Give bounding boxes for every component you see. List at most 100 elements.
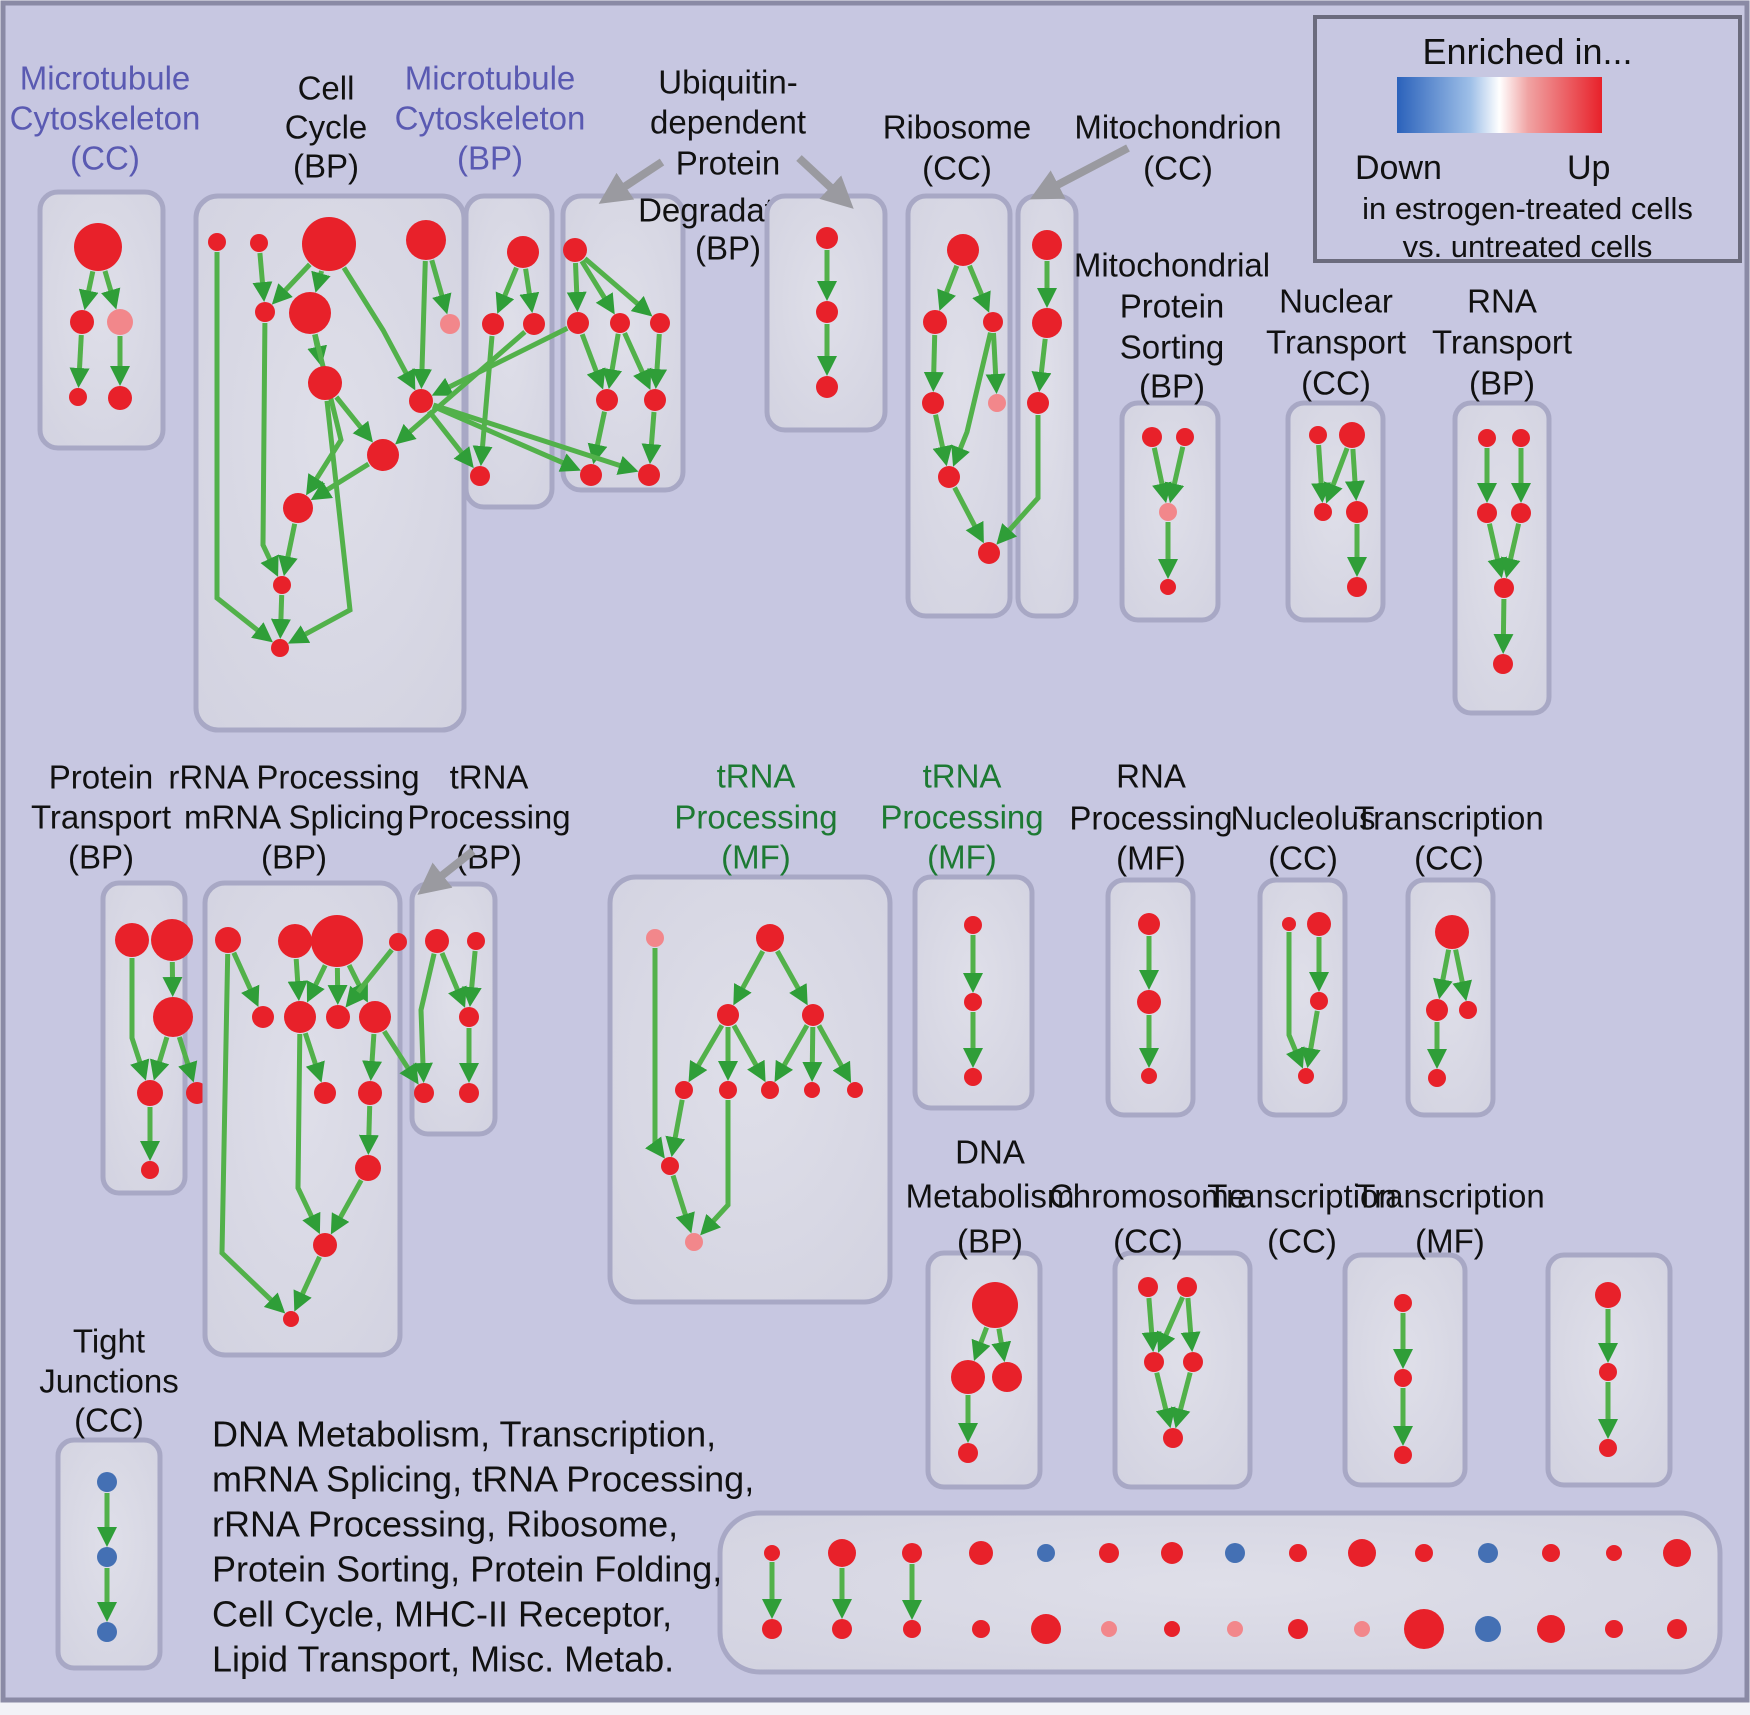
- node: [1459, 1001, 1477, 1019]
- node: [1404, 1609, 1444, 1649]
- cluster-label-dna-metabolism-bp-line2: (BP): [957, 1223, 1023, 1260]
- node: [252, 1006, 274, 1028]
- node: [761, 1081, 779, 1099]
- edge-arrow: [579, 259, 615, 315]
- node: [1159, 503, 1177, 521]
- node: [685, 1233, 703, 1251]
- edge-arrow: [731, 1024, 766, 1083]
- cluster-label-trna-processing-mf-large-line1: Processing: [674, 799, 837, 836]
- node: [1494, 578, 1514, 598]
- cluster-label-ubiquitin-degradation-bp-a-line2: Protein: [676, 145, 781, 182]
- node: [1477, 503, 1497, 523]
- node: [1101, 1621, 1117, 1637]
- node: [1307, 912, 1331, 936]
- edge-arrow: [641, 411, 662, 465]
- node: [964, 916, 982, 934]
- edge-arrow: [1180, 1297, 1201, 1353]
- edge-arrow: [412, 953, 437, 1083]
- node: [1537, 1615, 1565, 1643]
- node: [74, 223, 122, 271]
- node: [1348, 1539, 1376, 1567]
- edge-arrow: [1452, 949, 1472, 1002]
- edge-arrow: [345, 948, 394, 1008]
- cluster-label-mitochondrial-protein-sorting-bp-line2: Sorting: [1120, 329, 1225, 366]
- cluster-label-cell-cycle-bp-line0: Cell: [298, 70, 355, 107]
- edge-arrow: [1164, 446, 1186, 504]
- node: [646, 929, 664, 947]
- edge-arrow: [310, 461, 370, 501]
- node: [1605, 1620, 1623, 1638]
- edge-arrow: [78, 270, 99, 311]
- node: [964, 1068, 982, 1086]
- node: [832, 1619, 852, 1639]
- cluster-label-nuclear-transport-cc-line0: Nuclear: [1279, 283, 1393, 320]
- edge-arrow: [295, 1033, 321, 1235]
- node: [1512, 429, 1530, 447]
- node: [523, 313, 545, 335]
- edge-arrow: [311, 270, 331, 293]
- node: [1542, 1544, 1560, 1562]
- edge-arrow: [358, 1105, 379, 1155]
- node: [1282, 917, 1296, 931]
- node: [938, 466, 960, 488]
- node: [719, 1081, 737, 1099]
- cluster-transcription-cc-bottom: Transcription (CC): [1207, 1178, 1468, 1488]
- node: [1347, 577, 1367, 597]
- node: [389, 933, 407, 951]
- node: [1160, 579, 1176, 595]
- node: [308, 366, 342, 400]
- cluster-transcription-mf: Transcription (MF): [1355, 1178, 1673, 1488]
- edge-arrow: [330, 1178, 364, 1235]
- edge-arrow: [260, 322, 279, 577]
- edge-arrow: [302, 1032, 325, 1083]
- node: [1478, 1543, 1498, 1563]
- node: [972, 1282, 1018, 1328]
- edge-arrow: [129, 958, 150, 1081]
- node: [1346, 501, 1368, 523]
- cluster-label-dna-metabolism-bp-line0: DNA: [955, 1134, 1025, 1171]
- edge-arrow: [1170, 1371, 1193, 1429]
- node: [1177, 1277, 1197, 1297]
- legend-box: Enriched in... Down Up in estrogen-treat…: [1313, 15, 1742, 264]
- cluster-label-rna-transport-bp-line2: (BP): [1469, 365, 1535, 402]
- node: [1310, 992, 1328, 1010]
- cluster-ubiquitin-degradation-bp-b: [764, 193, 888, 433]
- edge-arrow: [1311, 444, 1332, 503]
- edge-arrow: [1300, 1010, 1321, 1069]
- cluster-label-mitochondrial-protein-sorting-bp-line3: (BP): [1139, 368, 1205, 405]
- node: [482, 313, 504, 335]
- node: [355, 1155, 381, 1181]
- node: [756, 924, 784, 952]
- node: [1161, 1542, 1183, 1564]
- node: [137, 1080, 163, 1106]
- legend-subtitle-2: vs. untreated cells: [1402, 229, 1653, 264]
- edge-arrow: [252, 252, 273, 303]
- node: [425, 929, 449, 953]
- edge-arrow: [579, 333, 606, 390]
- node: [1339, 422, 1365, 448]
- node: [255, 302, 275, 322]
- node: [1027, 392, 1049, 414]
- note-text-line3: Protein Sorting, Protein Folding,: [212, 1549, 722, 1590]
- node: [903, 1620, 921, 1638]
- cluster-label-rna-processing-mf-line2: (MF): [1116, 840, 1186, 877]
- edge-arrow: [688, 1024, 725, 1083]
- node: [644, 389, 666, 411]
- node: [972, 1620, 990, 1638]
- node: [951, 1360, 985, 1394]
- edge-arrow: [971, 1326, 991, 1362]
- node: [978, 542, 1000, 564]
- node: [1428, 1069, 1446, 1087]
- node: [1511, 503, 1531, 523]
- node: [358, 1081, 382, 1105]
- edge-arrow: [472, 335, 495, 467]
- edge-arrow: [271, 262, 312, 305]
- cluster-box-nuclear-transport-cc: [1285, 400, 1386, 623]
- edge-arrow: [647, 333, 668, 389]
- node: [1163, 1428, 1183, 1448]
- edge-arrow: [1500, 523, 1522, 579]
- node: [311, 915, 363, 967]
- edge-arrow: [1323, 447, 1350, 504]
- cluster-label-mitochondrial-protein-sorting-bp-line1: Protein: [1120, 288, 1225, 325]
